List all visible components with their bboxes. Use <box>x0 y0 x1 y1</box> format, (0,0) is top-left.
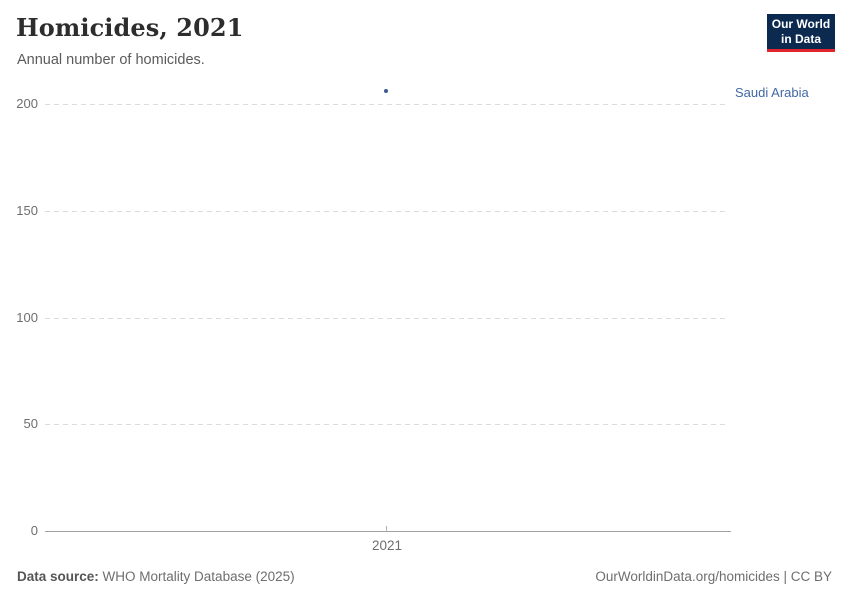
gridline <box>45 104 728 105</box>
data-source-label: Data source: <box>17 569 99 584</box>
data-source: Data source: WHO Mortality Database (202… <box>17 569 295 584</box>
chart-title: Homicides, 2021 <box>16 13 244 42</box>
gridline <box>45 211 728 212</box>
gridline <box>45 318 728 319</box>
x-axis-line <box>45 531 731 532</box>
y-axis-tick-label: 0 <box>30 523 38 538</box>
y-axis-tick-label: 50 <box>23 416 38 431</box>
owid-logo[interactable]: Our World in Data <box>767 14 835 52</box>
entity-label-saudi-arabia[interactable]: Saudi Arabia <box>735 85 809 100</box>
owid-logo-line1: Our World <box>771 17 831 32</box>
chart-subtitle: Annual number of homicides. <box>17 52 205 68</box>
y-axis-tick-label: 100 <box>16 310 38 325</box>
y-axis-tick-label: 150 <box>16 203 38 218</box>
x-axis-tick <box>386 526 387 532</box>
data-point-saudi-arabia[interactable] <box>384 89 388 93</box>
owid-logo-line2: in Data <box>780 31 821 46</box>
x-axis-tick-label: 2021 <box>371 538 403 553</box>
y-axis-tick-label: 200 <box>16 96 38 111</box>
footer-license-link[interactable]: OurWorldinData.org/homicides | CC BY <box>595 569 832 584</box>
gridline <box>45 424 728 425</box>
data-source-value: WHO Mortality Database (2025) <box>102 569 295 584</box>
